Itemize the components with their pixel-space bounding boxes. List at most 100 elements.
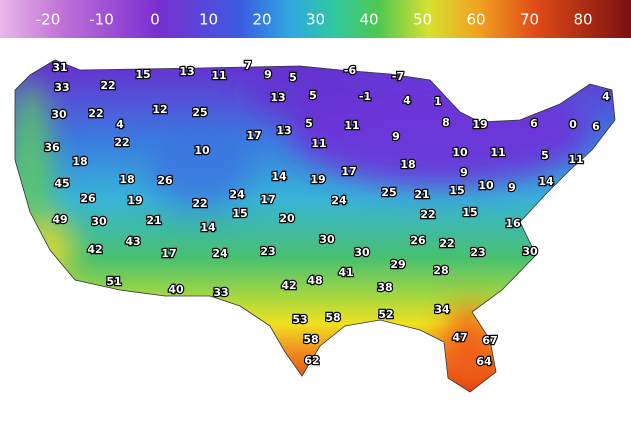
temperature-label: 26	[80, 192, 96, 205]
temperature-label: 1	[434, 95, 442, 108]
temperature-label: 17	[161, 247, 176, 260]
temperature-label: -7	[392, 70, 404, 83]
temperature-label: 14	[271, 170, 287, 183]
temperature-label: 18	[119, 173, 134, 186]
temperature-label: 42	[87, 243, 102, 256]
temperature-label: 22	[88, 107, 103, 120]
temperature-label: 18	[72, 155, 87, 168]
temperature-label: 36	[44, 141, 60, 154]
temperature-label: 64	[476, 355, 492, 368]
temperature-label: 19	[472, 118, 487, 131]
temperature-label: -1	[359, 90, 371, 103]
temperature-label: 43	[125, 235, 140, 248]
temperature-label: 26	[157, 174, 173, 187]
temperature-label: 17	[260, 193, 275, 206]
temperature-label: 30	[354, 246, 370, 259]
temperature-label: 4	[116, 118, 124, 131]
legend-tick-label: 80	[573, 11, 592, 29]
temperature-label: 22	[100, 79, 115, 92]
legend-tick-label: 60	[466, 11, 485, 29]
temperature-label: 10	[194, 144, 210, 157]
legend-tick-label: -10	[89, 11, 114, 29]
temperature-label: 11	[490, 146, 505, 159]
temperature-label: 19	[127, 194, 142, 207]
temperature-label: 15	[135, 68, 150, 81]
temperature-label: 15	[462, 206, 477, 219]
temperature-label: 28	[433, 264, 448, 277]
temperature-label: 5	[289, 71, 297, 84]
temperature-label: 30	[319, 233, 335, 246]
temperature-label: 25	[381, 186, 396, 199]
temperature-label: 45	[54, 177, 69, 190]
temperature-label: 11	[568, 153, 583, 166]
temperature-label: 52	[378, 308, 393, 321]
temperature-label: 10	[478, 179, 494, 192]
temperature-label: 5	[541, 149, 549, 162]
temperature-label: 9	[264, 68, 272, 81]
temperature-label: 30	[51, 108, 67, 121]
temperature-label: 22	[439, 237, 454, 250]
temperature-label: 6	[530, 117, 538, 130]
temperature-label: 17	[341, 165, 356, 178]
temperature-label: 33	[54, 81, 69, 94]
temperature-label: 5	[305, 117, 313, 130]
temperature-label: 47	[452, 331, 467, 344]
temperature-label: 58	[325, 311, 340, 324]
legend-tick-label: -20	[36, 11, 61, 29]
temperature-label: 30	[522, 245, 538, 258]
temperature-label: 5	[309, 89, 317, 102]
temperature-label: 42	[281, 279, 296, 292]
temperature-label: 11	[344, 119, 359, 132]
temperature-label: 58	[303, 333, 318, 346]
legend-tick-label: 10	[199, 11, 218, 29]
temperature-label: 13	[179, 65, 194, 78]
legend-bar	[0, 0, 631, 38]
temperature-label: 4	[403, 94, 411, 107]
temperature-label: 38	[377, 281, 392, 294]
temperature-label: 4	[602, 90, 610, 103]
temperature-label: 9	[508, 181, 516, 194]
legend-tick-label: 0	[150, 11, 160, 29]
temperature-label: 22	[114, 136, 129, 149]
temperature-label: 8	[442, 116, 450, 129]
temperature-label: 18	[400, 158, 415, 171]
temperature-label: 31	[52, 61, 67, 74]
temperature-label: 62	[304, 354, 319, 367]
temperature-label: 48	[307, 274, 322, 287]
temperature-label: 53	[292, 313, 307, 326]
temperature-label: 17	[246, 129, 261, 142]
temperature-label: 25	[192, 106, 207, 119]
temperature-label: 41	[338, 266, 353, 279]
temperature-label: 15	[232, 207, 247, 220]
temperature-label: 49	[52, 213, 67, 226]
temperature-label: -6	[344, 64, 357, 77]
temperature-label: 11	[311, 137, 326, 150]
temperature-label: 23	[470, 246, 485, 259]
temperature-label: 19	[310, 173, 325, 186]
temperature-label: 21	[414, 188, 429, 201]
legend-tick-label: 30	[306, 11, 325, 29]
temperature-label: 7	[244, 59, 252, 72]
temperature-label: 40	[168, 283, 184, 296]
temperature-label: 23	[260, 245, 275, 258]
temperature-label: 29	[390, 258, 405, 271]
temperature-label: 9	[392, 130, 400, 143]
temperature-label: 13	[276, 124, 291, 137]
temperature-label: 9	[460, 166, 468, 179]
legend-tick-label: 50	[413, 11, 432, 29]
temperature-label: 67	[482, 334, 497, 347]
temperature-label: 12	[152, 103, 167, 116]
temperature-label: 21	[146, 214, 161, 227]
legend-tick-label: 20	[252, 11, 271, 29]
legend-tick-label: 70	[520, 11, 539, 29]
temperature-label: 13	[270, 91, 285, 104]
temperature-label: 15	[449, 184, 464, 197]
temperature-label: 24	[331, 194, 347, 207]
temperature-label: 20	[279, 212, 295, 225]
temperature-label: 14	[200, 221, 216, 234]
legend-tick-label: 40	[359, 11, 378, 29]
temperature-label: 33	[213, 286, 228, 299]
temperature-label: 51	[106, 275, 121, 288]
